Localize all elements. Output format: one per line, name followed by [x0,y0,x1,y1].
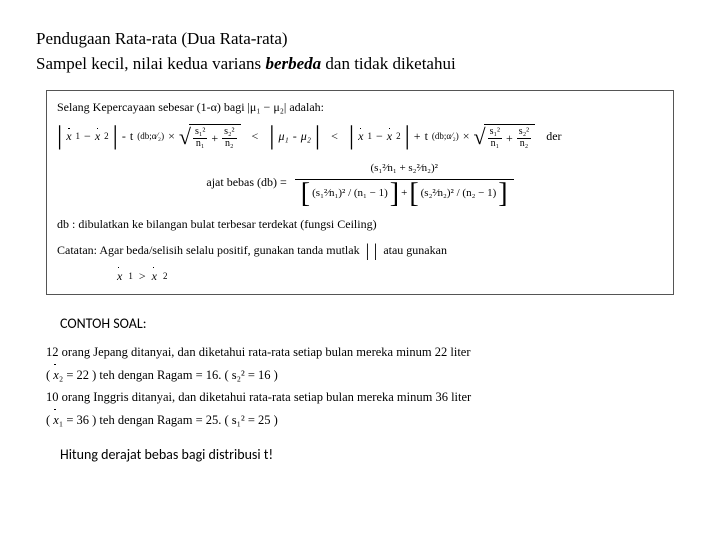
note2-abs: | | [366,237,378,263]
example-p1a: 12 orang Jepang ditanyai, dan diketahui … [46,342,674,362]
example-p2b: ( x₁ = 36 ) teh dengan Ragam = 25. ( s₁²… [46,409,674,430]
formula-box: Selang Kepercayaan sebesar (1-α) bagi |μ… [46,90,674,295]
note2-post: atau gunakan [383,242,447,259]
example-p1b: ( x₂ = 22 ) teh dengan Ragam = 16. ( s₂²… [46,364,674,385]
example-block: 12 orang Jepang ditanyai, dan diketahui … [46,342,674,430]
xbar1: x [66,128,71,145]
sqrt-left: √ s₁²n₁ + s₂²n₂ [179,124,241,149]
xbar2: x [95,128,100,145]
subtitle-bold: berbeda [265,54,321,73]
question-text: Hitung derajat bebas bagi distribusi t! [60,446,684,463]
sign-note: Catatan: Agar beda/selisih selalu positi… [57,237,663,263]
page-subtitle: Sampel kecil, nilai kedua varians berbed… [36,53,684,76]
heading-post: adalah: [289,100,324,114]
t-symbol: t [130,128,133,145]
sqrt-right: √ s₁²n₁ + s₂²n₂ [474,124,536,149]
abs-close: | [113,126,118,147]
ci-formula: | x1 − x2 | - t (db;α⁄₂) × √ s₁²n₁ + s₂²… [57,124,663,149]
t-sub: (db;α⁄₂) [137,130,164,143]
subtitle-post: dan tidak diketahui [321,54,456,73]
df-den-a: (s₁²⁄n₁)² / (n₁ − 1) [312,186,388,202]
heading-pre: Selang Kepercayaan sebesar (1-α) bagi [57,100,248,114]
example-p2a: 10 orang Inggris ditanyai, dan diketahui… [46,387,674,407]
box-heading: Selang Kepercayaan sebesar (1-α) bagi |μ… [57,99,663,116]
title-text: Pendugaan Rata-rata (Dua Rata-rata) [36,29,288,48]
der-text: der [546,128,561,145]
heading-mid: |μ₁ − μ₂| [248,100,287,114]
df-den-b: (s₂²⁄n₂)² / (n₂ − 1) [421,186,497,202]
ceiling-note: db : dibulatkan ke bilangan bulat terbes… [57,216,663,233]
note2-pre: Catatan: Agar beda/selisih selalu positi… [57,242,360,259]
subtitle-pre: Sampel kecil, nilai kedua varians [36,54,265,73]
sign-note-2: x1 > x2 [117,267,663,285]
page-title: Pendugaan Rata-rata (Dua Rata-rata) [36,28,684,51]
contoh-soal-label: CONTOH SOAL: [60,315,684,332]
df-num: (s₁²⁄n₁ + s₂²⁄n₂)² [364,159,444,179]
df-fraction: (s₁²⁄n₁ + s₂²⁄n₂)² [ (s₁²⁄n₁)² / (n₁ − 1… [295,159,514,206]
db-label: ajat bebas (db) = [206,174,286,191]
abs-open: | [57,126,62,147]
df-formula: ajat bebas (db) = (s₁²⁄n₁ + s₂²⁄n₂)² [ (… [57,159,663,206]
